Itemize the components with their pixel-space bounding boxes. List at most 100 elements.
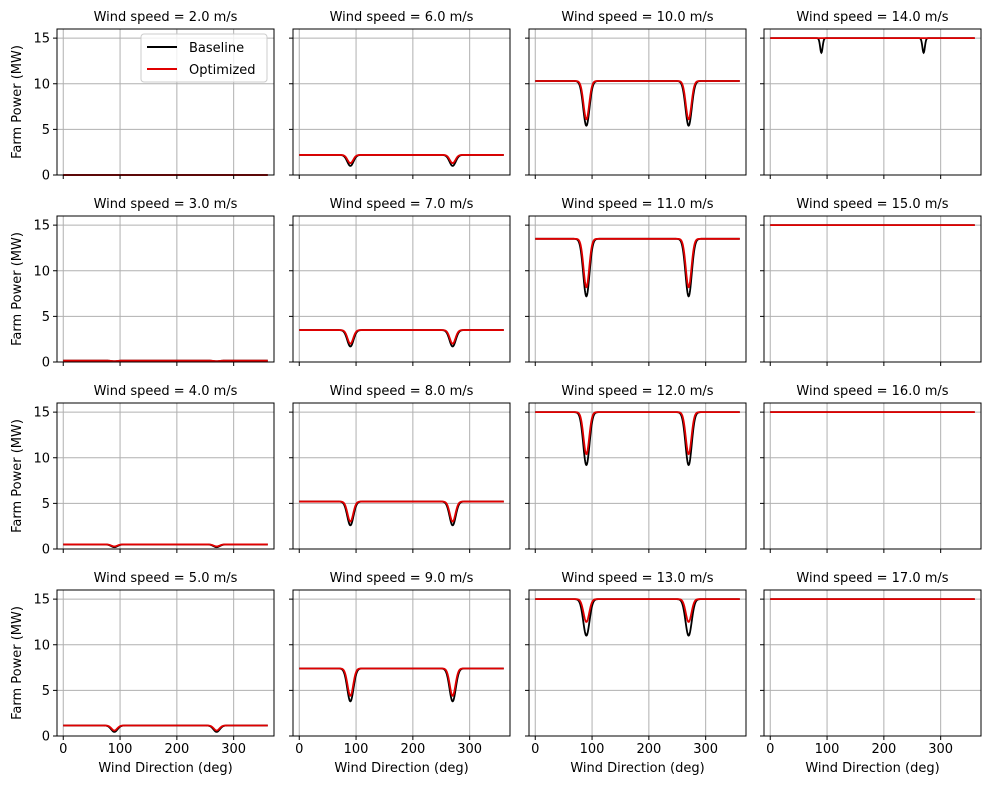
y-axis-label: Farm Power (MW): [10, 232, 25, 346]
subplot-title: Wind speed = 14.0 m/s: [796, 10, 948, 25]
optimized-series-line: [535, 80, 740, 121]
y-axis-label: Farm Power (MW): [10, 419, 25, 533]
x-tick-label: 300: [221, 742, 246, 757]
y-tick-label: 10: [33, 77, 50, 92]
y-tick-label: 0: [42, 356, 50, 371]
axes-frame: [528, 402, 747, 550]
x-tick-label: 100: [580, 742, 605, 757]
subplot-ws-11: Wind speed = 11.0 m/s: [525, 197, 747, 366]
x-axis-label: Wind Direction (deg): [805, 761, 939, 776]
subplot-ws-15: Wind speed = 15.0 m/s: [760, 197, 982, 366]
subplot-title: Wind speed = 4.0 m/s: [94, 384, 238, 399]
subplot-title: Wind speed = 6.0 m/s: [330, 10, 474, 25]
x-tick-label: 0: [59, 742, 67, 757]
x-tick-label: 200: [871, 742, 896, 757]
y-tick-label: 5: [42, 684, 50, 699]
legend-optimized-label: Optimized: [189, 63, 256, 78]
x-tick-label: 300: [928, 742, 953, 757]
subplot-title: Wind speed = 8.0 m/s: [330, 384, 474, 399]
subplot-ws-12: Wind speed = 12.0 m/s: [525, 384, 747, 553]
subplot-ws-3: 0 5 10 15 Wind speed = 3.0 m/s Farm Power (MW…: [10, 197, 275, 371]
subplot-title: Wind speed = 13.0 m/s: [561, 571, 713, 586]
optimized-series-line: [299, 329, 504, 345]
subplot-title: Wind speed = 10.0 m/s: [561, 10, 713, 25]
optimized-series-line: [63, 724, 268, 732]
axes-frame: [763, 402, 982, 550]
x-tick-label: 0: [295, 742, 303, 757]
axes-frame: [292, 589, 511, 737]
x-tick-label: 300: [457, 742, 482, 757]
y-tick-label: 10: [33, 264, 50, 279]
axes-frame: [292, 402, 511, 550]
subplot-title: Wind speed = 15.0 m/s: [796, 197, 948, 212]
subplot-title: Wind speed = 2.0 m/s: [94, 10, 238, 25]
subplot-title: Wind speed = 17.0 m/s: [796, 571, 948, 586]
subplot-title: Wind speed = 7.0 m/s: [330, 197, 474, 212]
x-tick-label: 0: [766, 742, 774, 757]
x-axis-label: Wind Direction (deg): [334, 761, 468, 776]
x-tick-label: 100: [815, 742, 840, 757]
axes-frame: [763, 28, 982, 176]
y-tick-label: 5: [42, 310, 50, 325]
subplot-ws-7: Wind speed = 7.0 m/s: [289, 197, 511, 366]
x-tick-label: 0: [531, 742, 539, 757]
y-tick-label: 0: [42, 543, 50, 558]
axes-frame: [56, 215, 275, 363]
subplot-ws-6: Wind speed = 6.0 m/s: [289, 10, 511, 179]
subplot-ws-8: Wind speed = 8.0 m/s: [289, 384, 511, 553]
panel-grid: 0 5 10 15 Wind speed = 2.0 m/s Farm Power (MW…: [10, 10, 982, 776]
axes-frame: [56, 589, 275, 737]
subplot-ws-13: 0 100 200 300 Wind speed = 13.0 m/s Wind Dire…: [525, 571, 747, 776]
legend: Baseline Optimized: [140, 33, 268, 83]
subplot-ws-9: 0 100 200 300 Wind speed = 9.0 m/s Wind Direc…: [289, 571, 511, 776]
x-tick-label: 200: [636, 742, 661, 757]
optimized-series-line: [299, 154, 504, 165]
y-axis-label: Farm Power (MW): [10, 606, 25, 720]
y-tick-label: 5: [42, 123, 50, 138]
subplot-title: Wind speed = 12.0 m/s: [561, 384, 713, 399]
x-tick-label: 300: [693, 742, 718, 757]
subplot-ws-17: 0 100 200 300 Wind speed = 17.0 m/s Wind Dire…: [760, 571, 982, 776]
subplot-ws-16: Wind speed = 16.0 m/s: [760, 384, 982, 553]
subplot-title: Wind speed = 5.0 m/s: [94, 571, 238, 586]
optimized-series-line: [535, 237, 740, 289]
optimized-series-line: [535, 598, 740, 623]
y-tick-label: 0: [42, 169, 50, 184]
optimized-series-line: [63, 543, 268, 548]
y-tick-label: 10: [33, 638, 50, 653]
subplot-title: Wind speed = 11.0 m/s: [561, 197, 713, 212]
x-tick-label: 200: [400, 742, 425, 757]
y-tick-label: 15: [33, 32, 50, 47]
axes-frame: [292, 28, 511, 176]
axes-frame: [528, 28, 747, 176]
x-tick-label: 200: [164, 742, 189, 757]
y-tick-label: 10: [33, 451, 50, 466]
axes-frame: [763, 215, 982, 363]
optimized-series-line: [299, 667, 504, 697]
y-tick-label: 15: [33, 406, 50, 421]
optimized-series-line: [299, 500, 504, 523]
y-tick-label: 15: [33, 219, 50, 234]
axes-frame: [56, 402, 275, 550]
x-axis-label: Wind Direction (deg): [98, 761, 232, 776]
x-tick-label: 100: [344, 742, 369, 757]
subplot-ws-4: 0 5 10 15 Wind speed = 4.0 m/s Farm Power (MW…: [10, 384, 275, 558]
y-tick-label: 5: [42, 497, 50, 512]
x-axis-label: Wind Direction (deg): [570, 761, 704, 776]
optimized-series-line: [63, 359, 268, 363]
subplot-title: Wind speed = 16.0 m/s: [796, 384, 948, 399]
subplot-ws-5: 0 100 200 300 0 5 10 15 Wind speed = 5.0 m/s Wind…: [10, 571, 275, 776]
axes-frame: [56, 28, 275, 176]
optimized-series-line: [535, 411, 740, 456]
x-tick-label: 100: [108, 742, 133, 757]
subplot-title: Wind speed = 3.0 m/s: [94, 197, 238, 212]
subplot-ws-10: Wind speed = 10.0 m/s: [525, 10, 747, 179]
subplot-ws-14: Wind speed = 14.0 m/s: [760, 10, 982, 179]
y-tick-label: 0: [42, 730, 50, 745]
axes-frame: [528, 215, 747, 363]
y-axis-label: Farm Power (MW): [10, 45, 25, 159]
legend-baseline-label: Baseline: [189, 41, 244, 56]
y-tick-label: 15: [33, 593, 50, 608]
